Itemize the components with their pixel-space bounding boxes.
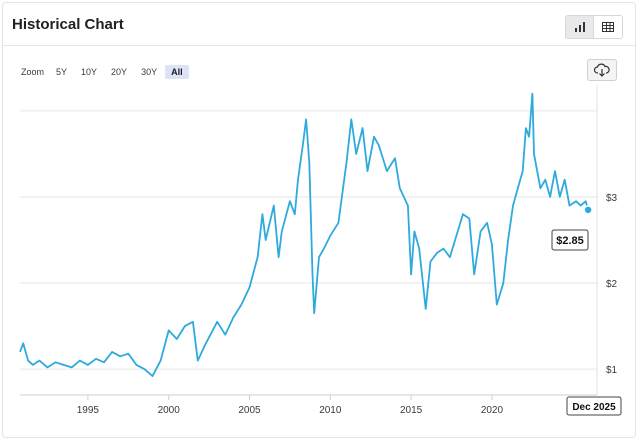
x-tick-label: 2015 xyxy=(400,405,423,416)
tooltip-value: $2.85 xyxy=(556,235,584,247)
y-tick-label: $1 xyxy=(606,365,618,376)
bar-chart-icon xyxy=(574,22,585,32)
table-icon xyxy=(602,22,614,32)
card-header: Historical Chart xyxy=(3,3,635,46)
x-tick-label: 2010 xyxy=(319,405,342,416)
x-tick-label: 2020 xyxy=(481,405,504,416)
x-tick-label: 2000 xyxy=(158,405,181,416)
grid-lines xyxy=(20,110,597,370)
download-button[interactable] xyxy=(587,59,617,81)
cloud-download-icon xyxy=(594,63,610,77)
x-axis-ticks: 1995 2000 2005 2010 2015 2020 xyxy=(77,395,504,416)
zoom-all-button[interactable]: All xyxy=(165,65,189,79)
value-tooltip: $2.85 xyxy=(551,229,589,251)
price-series-line xyxy=(19,92,589,377)
zoom-label: Zoom xyxy=(21,67,45,77)
y-axis-ticks: $1 $2 $3 xyxy=(606,193,618,376)
zoom-5y-button[interactable]: 5Y xyxy=(56,67,68,77)
view-toggle xyxy=(565,15,623,39)
zoom-30y-button[interactable]: 30Y xyxy=(141,67,158,77)
historical-chart-card: Historical Chart Zoom 5 xyxy=(2,2,636,438)
table-view-button[interactable] xyxy=(594,16,622,38)
zoom-20y-button[interactable]: 20Y xyxy=(111,67,128,77)
chart-title: Historical Chart xyxy=(12,16,124,33)
x-tick-label: 2005 xyxy=(238,405,261,416)
y-tick-label: $2 xyxy=(606,279,618,290)
tooltip-date: Dec 2025 xyxy=(572,402,616,413)
zoom-10y-button[interactable]: 10Y xyxy=(81,67,98,77)
date-tooltip: Dec 2025 xyxy=(566,396,622,416)
y-tick-label: $3 xyxy=(606,193,618,204)
x-tick-label: 1995 xyxy=(77,405,100,416)
zoom-bar: Zoom 5Y 10Y 20Y 30Y All xyxy=(21,64,191,80)
chart-view-button[interactable] xyxy=(566,16,594,38)
last-point-marker[interactable] xyxy=(583,205,593,215)
